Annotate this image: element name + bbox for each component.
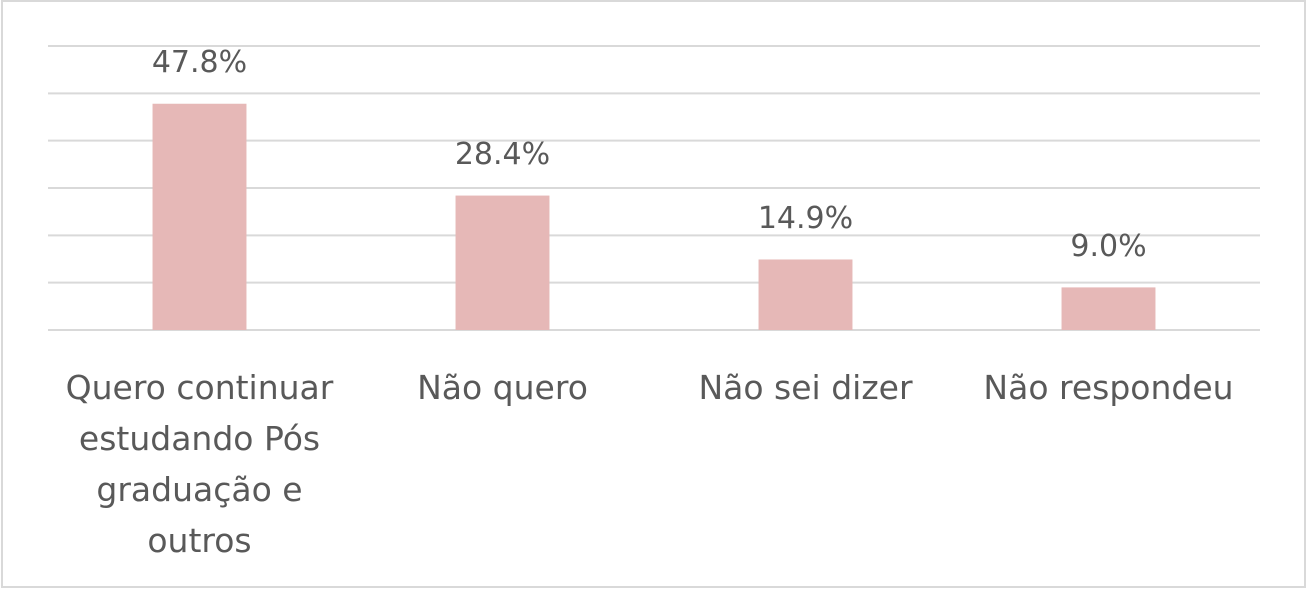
x-tick-label: Quero continuar estudando Pós graduação … (65, 368, 334, 560)
bar (1061, 287, 1156, 330)
data-label: 47.8% (152, 45, 247, 80)
bar (152, 103, 247, 330)
x-tick-label: Não respondeu (983, 368, 1234, 407)
data-label: 28.4% (455, 137, 550, 172)
bar (455, 195, 550, 330)
x-tick-label: Não quero (417, 368, 588, 407)
data-label: 14.9% (758, 201, 853, 236)
data-label: 9.0% (1070, 229, 1146, 264)
x-tick-label: Não sei dizer (698, 368, 913, 407)
bar (758, 259, 853, 330)
